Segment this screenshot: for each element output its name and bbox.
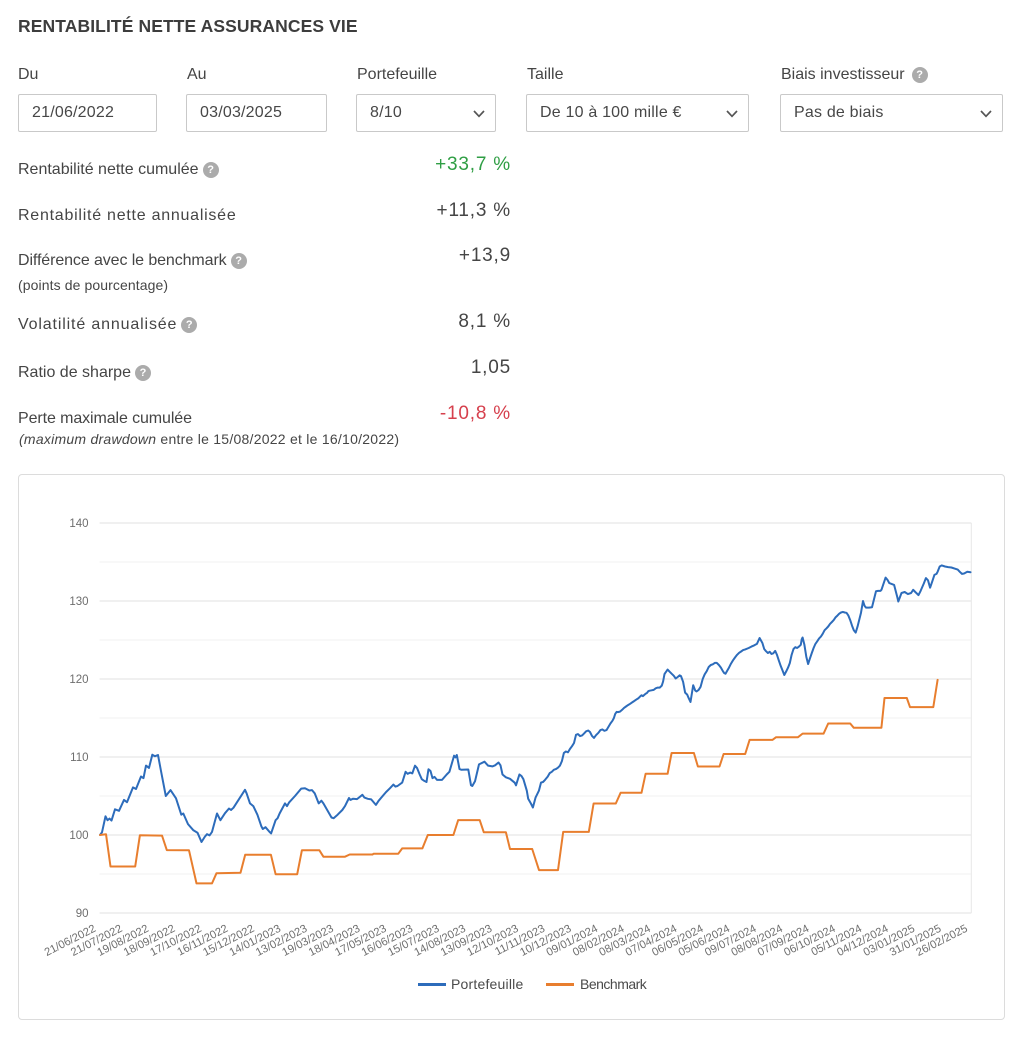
svg-text:110: 110	[70, 752, 88, 764]
svg-text:140: 140	[69, 518, 88, 530]
svg-text:120: 120	[69, 674, 88, 686]
svg-text:130: 130	[69, 596, 88, 608]
svg-text:90: 90	[76, 908, 89, 920]
svg-text:100: 100	[69, 830, 88, 842]
